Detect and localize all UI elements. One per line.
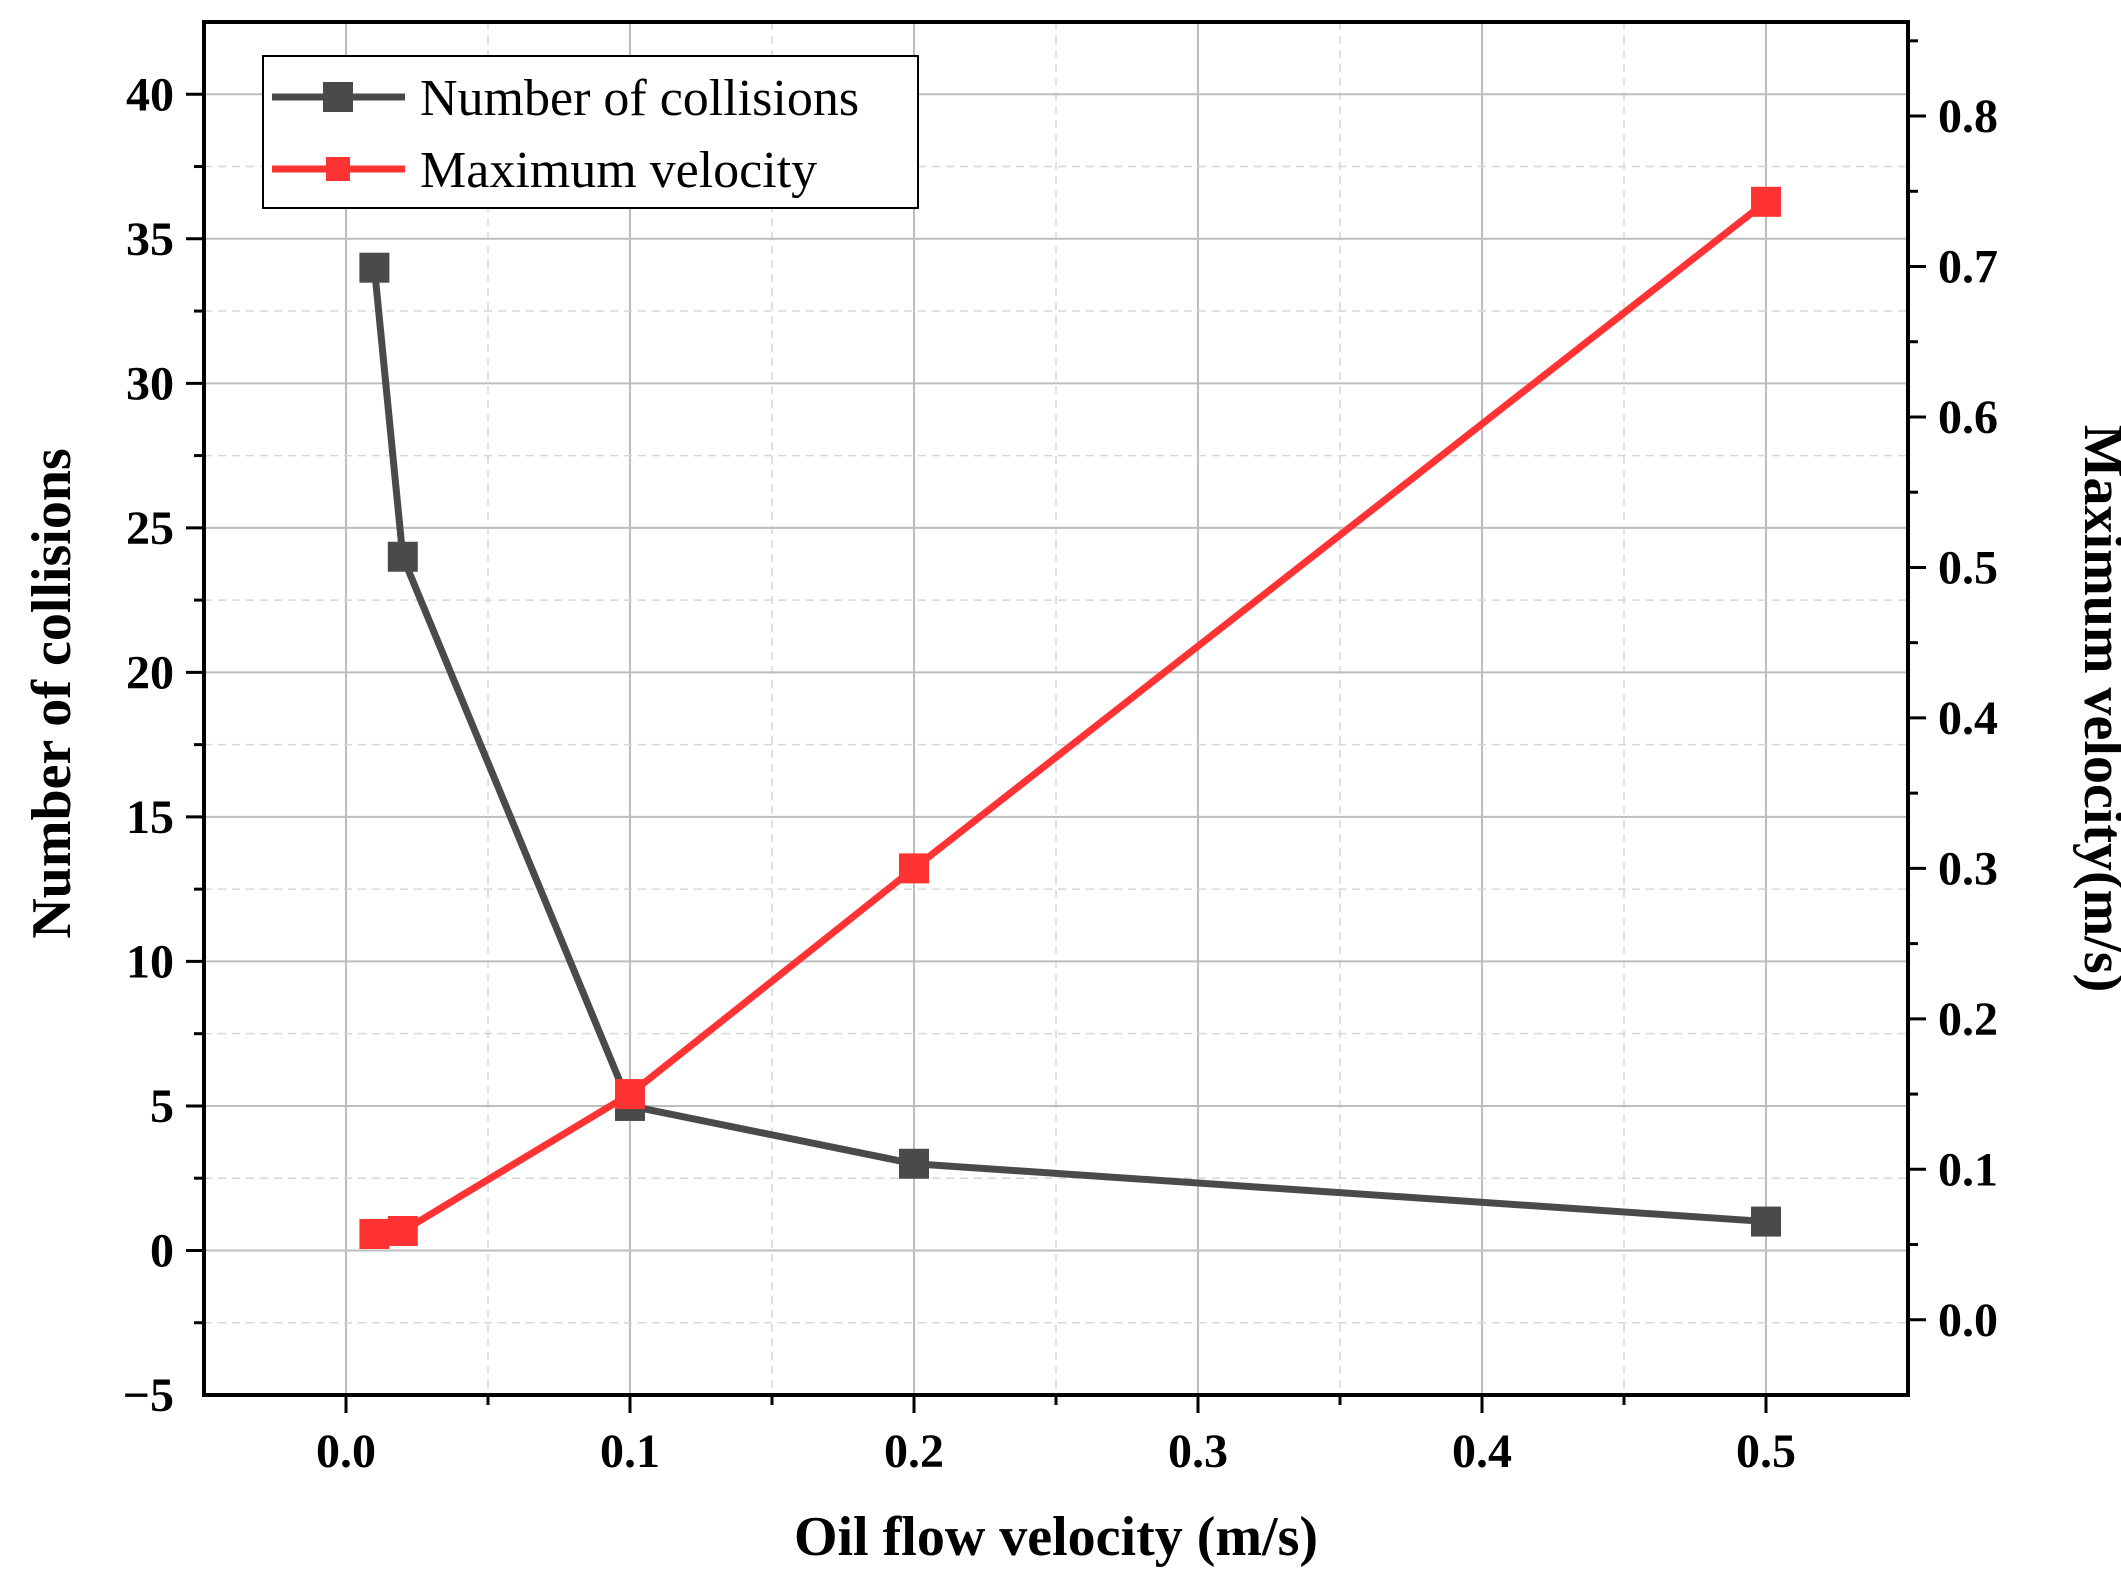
y-right-tick-label: 0.2 — [1938, 993, 1998, 1046]
y-right-axis-title: Maximum velocity(m/s) — [2072, 425, 2121, 993]
y-left-tick-label: 15 — [126, 791, 174, 844]
series-line-1 — [374, 199, 1769, 1238]
tick-labels: 0.0 0.1 0.2 0.3 0.4 0.5 −5 0 5 10 15 20 25 30 35 40 0.0 0… — [123, 68, 1998, 1478]
series-layer — [359, 186, 1781, 1250]
y-right-tick-label: 0.6 — [1938, 391, 1998, 444]
series-1-point — [1751, 186, 1781, 217]
legend-marker-collisions — [323, 82, 353, 112]
y-left-tick-label: 40 — [126, 68, 174, 121]
x-tick-label: 0.5 — [1736, 1425, 1796, 1478]
series-0-point — [1751, 1206, 1781, 1237]
y-left-tick-label: 0 — [150, 1224, 174, 1277]
x-tick-label: 0.1 — [600, 1425, 660, 1478]
y-right-tick-label: 0.3 — [1938, 842, 1998, 895]
legend-label-max-velocity: Maximum velocity — [420, 142, 817, 199]
y-left-tick-label: 10 — [126, 935, 174, 988]
y-left-tick-label: 5 — [150, 1080, 174, 1133]
y-right-tick-label: 0.5 — [1938, 541, 1998, 594]
y-right-tick-label: 0.7 — [1938, 241, 1998, 294]
legend-box — [262, 55, 919, 209]
series-0-point — [387, 541, 418, 572]
y-right-tick-label: 0.0 — [1938, 1294, 1998, 1347]
y-left-axis-title: Number of collisions — [21, 448, 83, 939]
x-tick-label: 0.0 — [316, 1425, 376, 1478]
x-axis-title: Oil flow velocity (m/s) — [794, 1506, 1318, 1568]
y-right-tick-label: 0.4 — [1938, 692, 1998, 745]
legend: Number of collisions Maximum velocity — [262, 55, 919, 209]
y-left-tick-label: −5 — [123, 1369, 174, 1422]
series-0-point — [359, 252, 390, 283]
legend-label-collisions: Number of collisions — [420, 70, 859, 127]
x-tick-label: 0.3 — [1168, 1425, 1228, 1478]
y-right-tick-label: 0.1 — [1938, 1143, 1998, 1196]
y-left-tick-label: 30 — [126, 357, 174, 410]
x-tick-label: 0.4 — [1452, 1425, 1512, 1478]
y-left-tick-label: 20 — [126, 646, 174, 699]
y-left-tick-label: 35 — [126, 213, 174, 266]
y-right-tick-label: 0.8 — [1938, 90, 1998, 143]
series-0-point — [899, 1148, 929, 1179]
grid — [204, 22, 1908, 1395]
ticks — [186, 39, 1926, 1413]
y-left-tick-label: 25 — [126, 502, 174, 555]
legend-marker-max-velocity — [326, 157, 350, 181]
series-1-point — [615, 1079, 645, 1110]
x-tick-label: 0.2 — [884, 1425, 944, 1478]
series-1-point — [387, 1215, 418, 1246]
series-1-point — [899, 853, 929, 884]
series-1-point — [359, 1219, 390, 1250]
